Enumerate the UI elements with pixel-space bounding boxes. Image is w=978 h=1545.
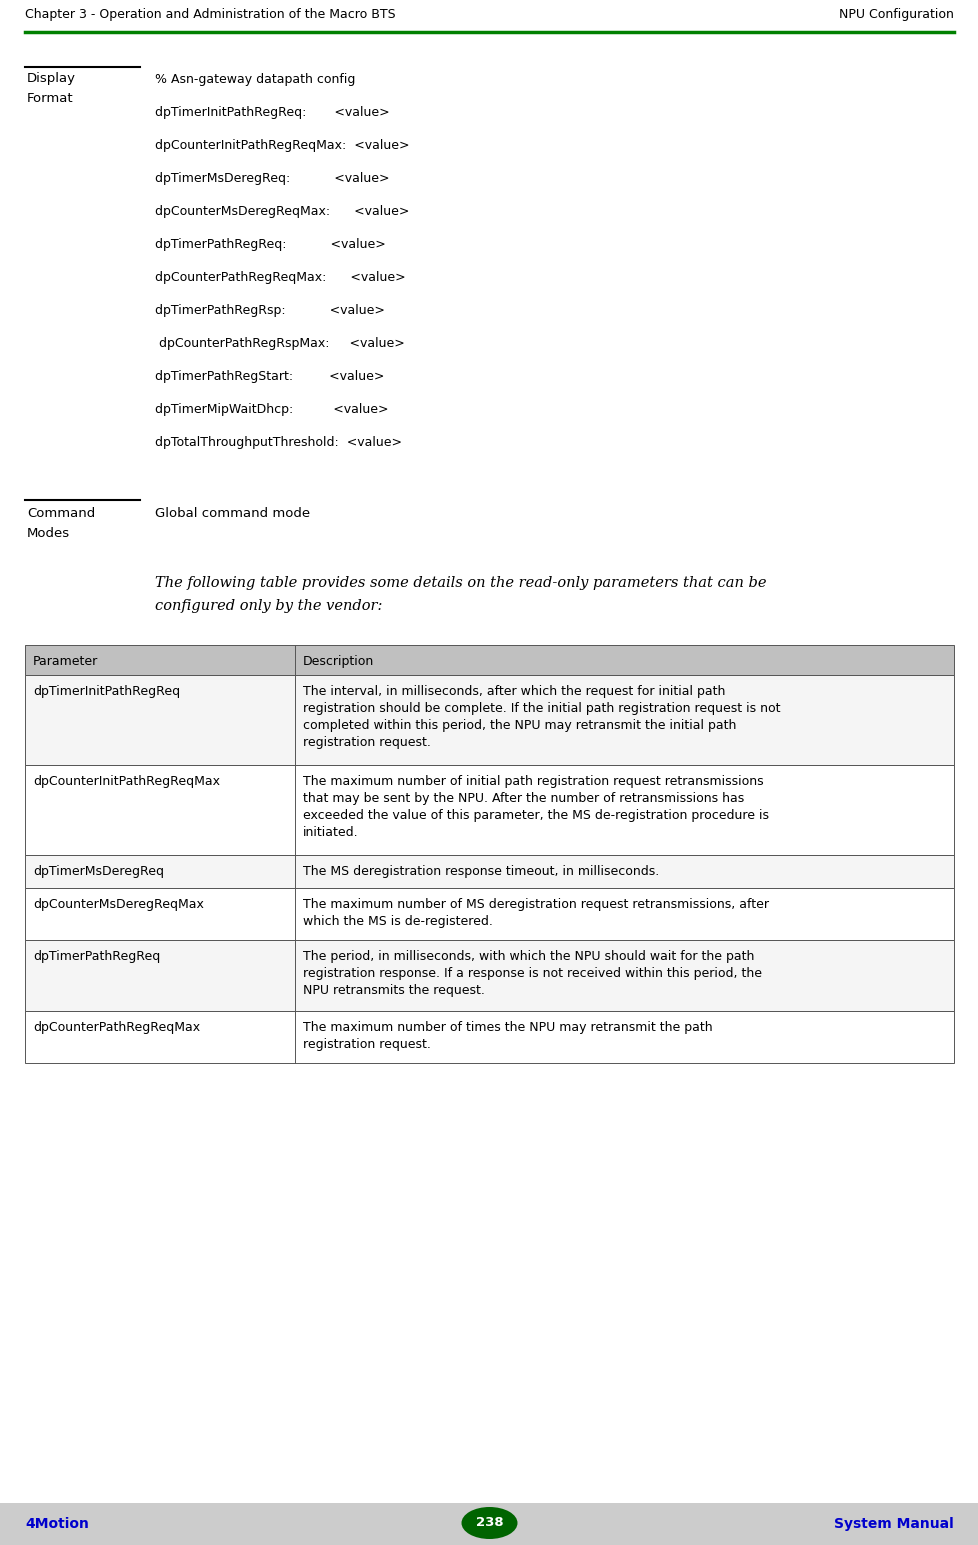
Text: The interval, in milliseconds, after which the request for initial path: The interval, in milliseconds, after whi… <box>302 684 725 698</box>
Text: registration response. If a response is not received within this period, the: registration response. If a response is … <box>302 967 761 980</box>
Text: The maximum number of MS deregistration request retransmissions, after: The maximum number of MS deregistration … <box>302 898 768 912</box>
FancyBboxPatch shape <box>25 675 953 765</box>
Text: dpTimerPathRegReq:           <value>: dpTimerPathRegReq: <value> <box>155 238 385 250</box>
Text: NPU retransmits the request.: NPU retransmits the request. <box>302 984 484 997</box>
Text: registration request.: registration request. <box>302 1038 430 1051</box>
Text: which the MS is de-registered.: which the MS is de-registered. <box>302 915 492 929</box>
Text: Chapter 3 - Operation and Administration of the Macro BTS: Chapter 3 - Operation and Administration… <box>25 8 395 22</box>
Ellipse shape <box>461 1506 517 1539</box>
Text: configured only by the vendor:: configured only by the vendor: <box>155 599 382 613</box>
Text: dpCounterInitPathRegReqMax: dpCounterInitPathRegReqMax <box>33 776 220 788</box>
Text: Display: Display <box>27 73 76 85</box>
Text: 4Motion: 4Motion <box>25 1517 89 1531</box>
Text: exceeded the value of this parameter, the MS de-registration procedure is: exceeded the value of this parameter, th… <box>302 810 768 822</box>
Text: The MS deregistration response timeout, in milliseconds.: The MS deregistration response timeout, … <box>302 865 658 878</box>
Text: dpCounterPathRegReqMax:      <value>: dpCounterPathRegReqMax: <value> <box>155 270 405 284</box>
Text: Command: Command <box>27 507 95 521</box>
FancyBboxPatch shape <box>25 1010 953 1063</box>
Text: Description: Description <box>302 655 374 667</box>
Text: dpTimerMipWaitDhcp:          <value>: dpTimerMipWaitDhcp: <value> <box>155 403 388 416</box>
Text: that may be sent by the NPU. After the number of retransmissions has: that may be sent by the NPU. After the n… <box>302 793 743 805</box>
Text: dpTimerInitPathRegReq:       <value>: dpTimerInitPathRegReq: <value> <box>155 107 389 119</box>
Text: Format: Format <box>27 93 73 105</box>
FancyBboxPatch shape <box>25 939 953 1010</box>
Text: dpCounterMsDeregReqMax: dpCounterMsDeregReqMax <box>33 898 203 912</box>
Text: dpTimerInitPathRegReq: dpTimerInitPathRegReq <box>33 684 180 698</box>
Text: registration request.: registration request. <box>302 735 430 749</box>
Text: The maximum number of times the NPU may retransmit the path: The maximum number of times the NPU may … <box>302 1021 712 1034</box>
Text: completed within this period, the NPU may retransmit the initial path: completed within this period, the NPU ma… <box>302 718 735 732</box>
Text: dpTimerPathRegRsp:           <value>: dpTimerPathRegRsp: <value> <box>155 304 384 317</box>
Text: dpTimerMsDeregReq: dpTimerMsDeregReq <box>33 865 164 878</box>
Text: dpCounterPathRegReqMax: dpCounterPathRegReqMax <box>33 1021 200 1034</box>
FancyBboxPatch shape <box>25 765 953 854</box>
FancyBboxPatch shape <box>25 888 953 939</box>
Text: Parameter: Parameter <box>33 655 98 667</box>
Text: dpTimerMsDeregReq:           <value>: dpTimerMsDeregReq: <value> <box>155 171 389 185</box>
FancyBboxPatch shape <box>25 854 953 888</box>
Text: % Asn-gateway datapath config: % Asn-gateway datapath config <box>155 73 355 87</box>
Text: 238: 238 <box>475 1517 503 1530</box>
Text: dpCounterMsDeregReqMax:      <value>: dpCounterMsDeregReqMax: <value> <box>155 205 409 218</box>
Text: The maximum number of initial path registration request retransmissions: The maximum number of initial path regis… <box>302 776 763 788</box>
Text: registration should be complete. If the initial path registration request is not: registration should be complete. If the … <box>302 701 779 715</box>
Text: dpCounterInitPathRegReqMax:  <value>: dpCounterInitPathRegReqMax: <value> <box>155 139 409 151</box>
Text: Global command mode: Global command mode <box>155 507 310 521</box>
Text: dpTimerPathRegReq: dpTimerPathRegReq <box>33 950 160 963</box>
Text: dpTimerPathRegStart:         <value>: dpTimerPathRegStart: <value> <box>155 369 384 383</box>
Text: Modes: Modes <box>27 527 70 541</box>
Text: The period, in milliseconds, with which the NPU should wait for the path: The period, in milliseconds, with which … <box>302 950 754 963</box>
Text: The following table provides some details on the read-only parameters that can b: The following table provides some detail… <box>155 576 766 590</box>
FancyBboxPatch shape <box>0 1503 978 1545</box>
Text: dpCounterPathRegRspMax:     <value>: dpCounterPathRegRspMax: <value> <box>155 337 404 351</box>
Text: dpTotalThroughputThreshold:  <value>: dpTotalThroughputThreshold: <value> <box>155 436 402 450</box>
FancyBboxPatch shape <box>25 644 953 675</box>
Text: initiated.: initiated. <box>302 827 358 839</box>
Text: NPU Configuration: NPU Configuration <box>838 8 953 22</box>
Text: System Manual: System Manual <box>833 1517 953 1531</box>
